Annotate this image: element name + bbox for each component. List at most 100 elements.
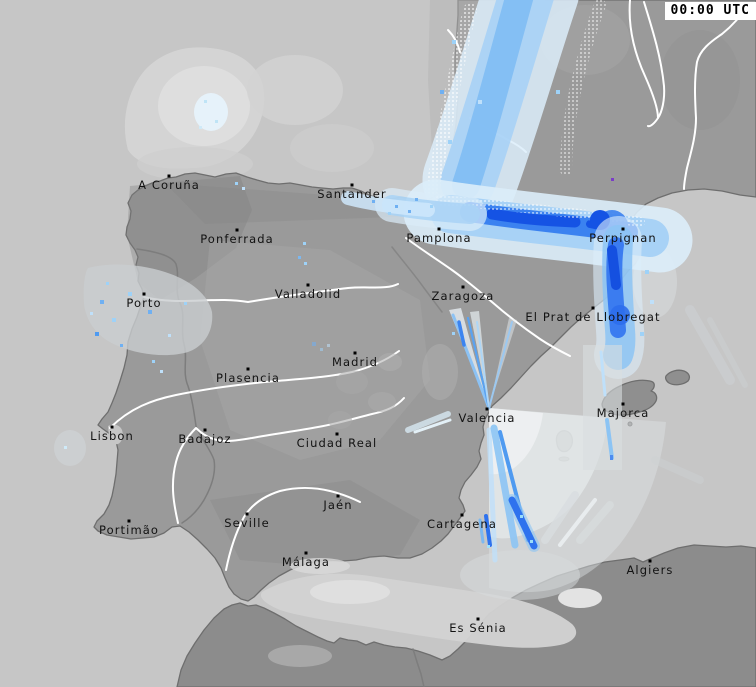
- echo-biscay-2: [290, 124, 374, 172]
- city-dot: [461, 285, 465, 289]
- city-dot: [203, 428, 207, 432]
- river-rhone: [683, 3, 750, 190]
- city-label: Es Sénia: [449, 621, 507, 635]
- city-label: Algiers: [626, 563, 673, 577]
- city-label: Badajoz: [178, 432, 231, 446]
- city-valencia: Valencia: [459, 407, 516, 425]
- timestamp-badge: 00:00 UTC: [664, 2, 756, 20]
- city-es-s-nia: Es Sénia: [449, 617, 507, 635]
- border-portugal-spain: [136, 248, 216, 524]
- city-label: Majorca: [597, 406, 650, 420]
- city-label: Valencia: [459, 411, 516, 425]
- city-dot: [437, 227, 441, 231]
- city-badajoz: Badajoz: [178, 428, 231, 446]
- echo-biscay-1: [247, 55, 343, 125]
- city-santander: Santander: [317, 183, 386, 201]
- city-plasencia: Plasencia: [216, 367, 280, 385]
- purple-speck: [611, 178, 614, 181]
- city-label: Portimão: [99, 523, 159, 537]
- river-garonne-b: [643, 1, 666, 119]
- city-ciudad-real: Ciudad Real: [297, 432, 378, 450]
- city-dot: [485, 407, 489, 411]
- city-algiers: Algiers: [626, 559, 673, 577]
- city-label: Ponferrada: [200, 232, 274, 246]
- city-seville: Seville: [224, 512, 270, 530]
- city-label: Seville: [224, 516, 270, 530]
- precip-porto-offshore: [83, 256, 307, 373]
- city-dot: [591, 306, 595, 310]
- river-tagus: [109, 350, 400, 429]
- city-label: Pamplona: [406, 231, 471, 245]
- tagus-estuary: [108, 424, 123, 445]
- island-cabrera: [627, 421, 633, 427]
- city-label: Perpignan: [589, 231, 657, 245]
- city-dot: [353, 351, 357, 355]
- city-dot: [476, 617, 480, 621]
- city-dot: [336, 494, 340, 498]
- river-garonne-a: [628, 0, 659, 128]
- city-dot: [235, 228, 239, 232]
- city-label: A Coruña: [138, 178, 200, 192]
- city-zaragoza: Zaragoza: [432, 285, 495, 303]
- city-dot: [142, 292, 146, 296]
- island-minorca: [664, 369, 691, 386]
- city-dot: [110, 425, 114, 429]
- river-ebro: [405, 237, 571, 357]
- city-label: Jaén: [322, 498, 352, 512]
- city-dot: [350, 183, 354, 187]
- echo-galicia-coast: [137, 147, 253, 181]
- border-morocco-algeria: [412, 648, 425, 687]
- city-el-prat-de-llobregat: El Prat de Llobregat: [525, 306, 660, 324]
- city-portim-o: Portimão: [99, 519, 159, 537]
- city-a-coru-a: A Coruña: [138, 174, 200, 192]
- precip-cantabrian-specks: [235, 182, 433, 245]
- echo-lisbon-offshore: [54, 430, 86, 466]
- city-lisbon: Lisbon: [90, 425, 134, 443]
- border-regional: [391, 246, 443, 313]
- city-pamplona: Pamplona: [406, 227, 471, 245]
- snow-spot-nw: [194, 93, 228, 131]
- city-dot: [127, 519, 131, 523]
- city-dot: [245, 512, 249, 516]
- city-cartagena: Cartagena: [427, 513, 497, 531]
- city-label: Valladolid: [275, 287, 341, 301]
- river-guadalquivir: [225, 487, 361, 571]
- city-valladolid: Valladolid: [275, 283, 341, 301]
- city-label: Málaga: [282, 555, 330, 569]
- city-dot: [335, 432, 339, 436]
- city-madrid: Madrid: [332, 351, 378, 369]
- city-dot: [306, 283, 310, 287]
- echo-central-spain: [312, 342, 458, 429]
- echo-alboran: [260, 558, 602, 648]
- rivers: [109, 0, 750, 571]
- city-label: El Prat de Llobregat: [525, 310, 660, 324]
- city-perpignan: Perpignan: [589, 227, 657, 245]
- echo-majorca: [583, 305, 748, 484]
- city-m-laga: Málaga: [282, 551, 330, 569]
- city-label: Cartagena: [427, 517, 497, 531]
- land-europe: [93, 0, 756, 602]
- city-label: Zaragoza: [432, 289, 495, 303]
- sea-echo-layer: [54, 47, 374, 466]
- city-dot: [621, 227, 625, 231]
- cities-layer: A Coruña Santander Ponferrada Pamplona Perpi…: [90, 174, 673, 635]
- city-label: Madrid: [332, 355, 378, 369]
- city-label: Lisbon: [90, 429, 134, 443]
- city-dot: [167, 174, 171, 178]
- city-label: Santander: [317, 187, 386, 201]
- city-label: Porto: [126, 296, 161, 310]
- city-dot: [621, 402, 625, 406]
- city-dot: [648, 559, 652, 563]
- city-dot: [246, 367, 250, 371]
- echo-ciudad-real-streaks: [405, 411, 452, 434]
- city-label: Plasencia: [216, 371, 280, 385]
- city-porto: Porto: [126, 292, 161, 310]
- city-ponferrada: Ponferrada: [200, 228, 274, 246]
- city-label: Ciudad Real: [297, 436, 378, 450]
- city-ja-n: Jaén: [322, 494, 352, 512]
- city-dot: [304, 551, 308, 555]
- city-majorca: Majorca: [597, 402, 650, 420]
- river-guadiana: [171, 397, 405, 524]
